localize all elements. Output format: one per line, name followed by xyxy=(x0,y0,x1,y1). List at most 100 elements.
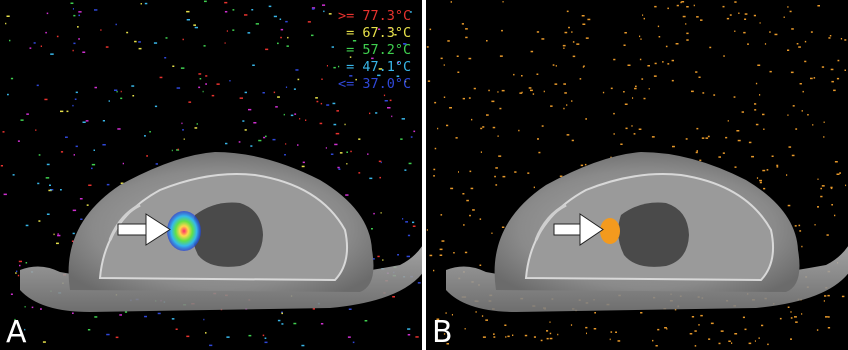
noise-speck xyxy=(5,22,7,25)
white-arrow-a xyxy=(117,213,171,246)
noise-speck xyxy=(665,45,668,48)
noise-speck xyxy=(194,26,198,29)
noise-speck xyxy=(652,339,654,342)
noise-speck xyxy=(685,138,688,140)
noise-speck xyxy=(281,311,283,314)
noise-speck xyxy=(729,14,732,16)
noise-speck xyxy=(285,20,288,23)
noise-speck xyxy=(464,251,468,254)
noise-speck xyxy=(159,76,163,79)
noise-speck xyxy=(70,2,74,4)
noise-speck xyxy=(795,128,798,130)
noise-speck xyxy=(804,60,807,63)
noise-speck xyxy=(518,129,520,132)
noise-speck xyxy=(91,167,93,170)
noise-speck xyxy=(602,91,605,94)
noise-speck xyxy=(82,121,86,123)
noise-speck xyxy=(799,230,802,232)
noise-speck xyxy=(352,40,357,42)
noise-speck xyxy=(326,65,328,67)
noise-speck xyxy=(585,37,589,39)
noise-speck xyxy=(538,151,541,154)
noise-speck xyxy=(624,32,627,34)
noise-speck xyxy=(513,73,515,76)
noise-speck xyxy=(461,23,464,25)
noise-speck xyxy=(46,12,49,15)
noise-speck xyxy=(17,140,20,142)
noise-speck xyxy=(465,36,468,39)
noise-speck xyxy=(734,30,736,32)
noise-speck xyxy=(787,306,790,308)
noise-speck xyxy=(186,335,190,338)
legend-text-1: >= 77.3°C xyxy=(338,8,412,24)
noise-speck xyxy=(817,206,819,208)
noise-speck xyxy=(810,77,813,80)
noise-speck xyxy=(312,308,315,310)
noise-speck xyxy=(273,91,276,94)
noise-speck xyxy=(514,171,517,173)
noise-speck xyxy=(277,42,279,45)
noise-speck xyxy=(723,55,725,57)
noise-speck xyxy=(536,73,539,75)
noise-speck xyxy=(788,146,792,148)
noise-speck xyxy=(397,61,399,64)
noise-speck xyxy=(153,42,158,44)
noise-speck xyxy=(293,322,297,325)
noise-speck xyxy=(10,293,13,295)
noise-speck xyxy=(226,30,228,32)
noise-speck xyxy=(501,29,503,32)
noise-speck xyxy=(146,155,148,157)
noise-speck xyxy=(753,14,756,17)
noise-speck xyxy=(585,326,588,329)
noise-speck xyxy=(580,164,584,167)
noise-speck xyxy=(533,336,536,338)
noise-speck xyxy=(72,104,74,107)
noise-speck xyxy=(24,328,26,331)
noise-speck xyxy=(198,86,201,89)
noise-speck xyxy=(640,312,643,314)
noise-speck xyxy=(543,90,545,93)
noise-speck xyxy=(60,189,62,191)
noise-speck xyxy=(311,7,316,9)
noise-speck xyxy=(792,105,795,107)
noise-speck xyxy=(747,43,749,45)
noise-speck xyxy=(696,16,699,18)
noise-speck xyxy=(72,209,77,212)
noise-speck xyxy=(571,31,573,33)
noise-speck xyxy=(566,134,570,136)
noise-speck xyxy=(297,144,299,146)
noise-speck xyxy=(427,80,431,82)
noise-speck xyxy=(447,40,450,42)
noise-speck xyxy=(734,333,738,335)
noise-speck xyxy=(120,97,123,100)
noise-speck xyxy=(527,172,530,174)
noise-speck xyxy=(117,128,121,130)
noise-speck xyxy=(471,118,473,121)
noise-speck xyxy=(199,78,202,80)
noise-speck xyxy=(205,75,208,77)
noise-speck xyxy=(244,91,247,94)
noise-speck xyxy=(624,103,628,105)
noise-speck xyxy=(639,35,641,38)
noise-speck xyxy=(35,129,37,131)
noise-speck xyxy=(758,337,760,339)
noise-speck xyxy=(91,163,96,166)
noise-speck xyxy=(563,47,565,49)
noise-speck xyxy=(443,64,445,66)
noise-speck xyxy=(224,42,226,44)
noise-speck xyxy=(754,103,757,105)
noise-speck xyxy=(836,173,840,175)
noise-speck xyxy=(821,185,825,187)
noise-speck xyxy=(446,124,449,127)
mri-panel-a: >= 77.3°C = 67.3°C = 57.2°C = 47.1°C <= … xyxy=(0,0,422,350)
noise-speck xyxy=(790,71,794,74)
noise-speck xyxy=(666,328,668,330)
noise-speck xyxy=(396,75,400,77)
noise-speck xyxy=(701,137,705,139)
noise-speck xyxy=(299,118,301,120)
noise-speck xyxy=(533,186,535,189)
noise-speck xyxy=(198,73,202,75)
noise-speck xyxy=(391,115,393,118)
noise-speck xyxy=(384,100,388,102)
noise-speck xyxy=(263,136,266,139)
